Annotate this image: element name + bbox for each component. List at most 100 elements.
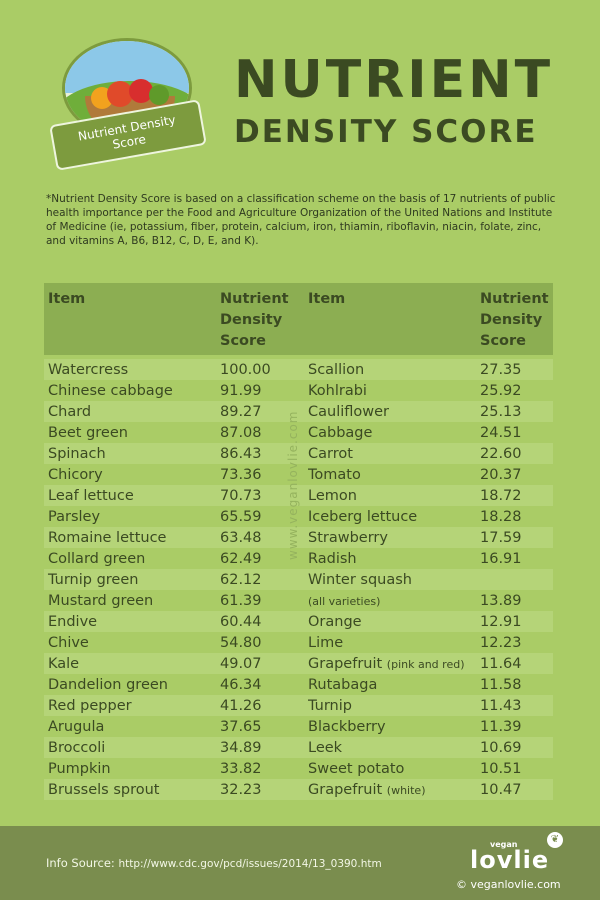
item-score: 86.43 <box>220 445 262 462</box>
brand-logo-small: vegan <box>490 840 518 849</box>
table-row: Brussels sprout 32.23 Grapefruit (white) 10… <box>44 779 553 800</box>
item-name: Leek <box>308 740 480 756</box>
item-name: Turnip <box>308 698 480 714</box>
source-label: Info Source: <box>46 856 115 870</box>
table-row: Romaine lettuce 63.48 Strawberry 17.59 <box>44 527 553 548</box>
item-name: Broccoli <box>48 739 106 756</box>
leaf-icon: ❦ <box>547 832 563 848</box>
item-name-text: Scallion <box>308 361 365 378</box>
item-name: Spinach <box>48 445 106 462</box>
item-name: Endive <box>48 613 98 630</box>
table-row: Watercress 100.00 Scallion 27.35 <box>44 359 553 380</box>
item-name: Brussels sprout <box>48 781 160 798</box>
table-row: Broccoli 34.89 Leek 10.69 <box>44 737 553 758</box>
item-score: 100.00 <box>220 361 271 378</box>
table-row: Turnip green 62.12 Winter squash <box>44 569 553 590</box>
item-score: 12.23 <box>480 634 522 651</box>
item-name-text: Grapefruit <box>308 655 383 672</box>
brand-logo: lovlie <box>470 846 550 874</box>
table-row: Beet green 87.08 Cabbage 24.51 <box>44 422 553 443</box>
item-score: 18.72 <box>480 487 522 504</box>
item-score: 25.92 <box>480 382 522 399</box>
item-score: 20.37 <box>480 466 522 483</box>
item-name: (all varieties) <box>308 593 480 609</box>
item-name: Iceberg lettuce <box>308 509 480 525</box>
item-score: 62.12 <box>220 571 262 588</box>
item-score: 16.91 <box>480 550 522 567</box>
item-name: Lemon <box>308 488 480 504</box>
item-name-text: Turnip <box>308 697 352 714</box>
item-name: Watercress <box>48 361 129 378</box>
item-score: 12.91 <box>480 613 522 630</box>
item-score: 65.59 <box>220 508 262 525</box>
item-name-text: Grapefruit <box>308 781 383 798</box>
item-score: 62.49 <box>220 550 262 567</box>
footer: Info Source: http://www.cdc.gov/pcd/issu… <box>0 826 600 900</box>
item-score: 63.48 <box>220 529 262 546</box>
header-item-left: Item <box>48 291 86 307</box>
item-score: 27.35 <box>480 361 522 378</box>
item-name-text: Carrot <box>308 445 353 462</box>
item-name: Dandelion green <box>48 676 168 693</box>
header-score-right: Nutrient Density Score <box>480 291 549 349</box>
item-score: 18.28 <box>480 508 522 525</box>
item-name: Scallion <box>308 362 480 378</box>
item-name: Collard green <box>48 550 146 567</box>
item-name: Leaf lettuce <box>48 487 134 504</box>
item-name-text: Blackberry <box>308 718 386 735</box>
item-name-text: Lemon <box>308 487 357 504</box>
item-score: 73.36 <box>220 466 262 483</box>
item-name-text: Lime <box>308 634 344 651</box>
item-name: Red pepper <box>48 697 132 714</box>
item-name: Cauliflower <box>308 404 480 420</box>
table-row: Kale 49.07 Grapefruit (pink and red) 11.64 <box>44 653 553 674</box>
item-name-text: Radish <box>308 550 357 567</box>
item-name: Chive <box>48 634 89 651</box>
table-row: Spinach 86.43 Carrot 22.60 <box>44 443 553 464</box>
page-title: NUTRIENT <box>234 50 554 110</box>
table-row: Mustard green 61.39 (all varieties) 13.89 <box>44 590 553 611</box>
score-table: Item Nutrient Density Score Item Nutrien… <box>44 283 553 800</box>
item-score: 17.59 <box>480 529 522 546</box>
item-name: Pumpkin <box>48 760 111 777</box>
item-name-text: Cauliflower <box>308 403 390 420</box>
table-row: Endive 60.44 Orange 12.91 <box>44 611 553 632</box>
item-name: Tomato <box>308 467 480 483</box>
item-score: 22.60 <box>480 445 522 462</box>
item-name: Chicory <box>48 466 103 483</box>
source-link[interactable]: http://www.cdc.gov/pcd/issues/2014/13_03… <box>118 858 382 870</box>
item-name: Lime <box>308 635 480 651</box>
item-name: Carrot <box>308 446 480 462</box>
item-name: Radish <box>308 551 480 567</box>
item-score: 89.27 <box>220 403 262 420</box>
item-note: (pink and red) <box>386 657 465 671</box>
item-score: 33.82 <box>220 760 262 777</box>
item-name: Grapefruit (pink and red) <box>308 656 480 672</box>
item-score: 13.89 <box>480 592 522 609</box>
watermark: www.veganlovlie.com <box>286 410 300 561</box>
table-row: Chive 54.80 Lime 12.23 <box>44 632 553 653</box>
item-score: 11.39 <box>480 718 522 735</box>
table-row: Arugula 37.65 Blackberry 11.39 <box>44 716 553 737</box>
item-name: Parsley <box>48 508 101 525</box>
item-name: Blackberry <box>308 719 480 735</box>
logo-badge: Nutrient Density Score <box>48 30 208 171</box>
item-name-text: Kohlrabi <box>308 382 367 399</box>
item-score: 60.44 <box>220 613 262 630</box>
item-name: Kale <box>48 655 80 672</box>
item-name-text: Tomato <box>308 466 361 483</box>
item-name: Grapefruit (white) <box>308 782 480 798</box>
item-score: 87.08 <box>220 424 262 441</box>
item-name: Beet green <box>48 424 128 441</box>
table-row: Red pepper 41.26 Turnip 11.43 <box>44 695 553 716</box>
item-name: Kohlrabi <box>308 383 480 399</box>
item-score: 11.58 <box>480 676 522 693</box>
item-name-text: Winter squash <box>308 571 412 588</box>
item-name: Mustard green <box>48 592 154 609</box>
header-score-left: Nutrient Density Score <box>220 291 289 349</box>
lime-icon <box>149 85 169 105</box>
item-name: Orange <box>308 614 480 630</box>
item-name: Cabbage <box>308 425 480 441</box>
item-score: 46.34 <box>220 676 262 693</box>
